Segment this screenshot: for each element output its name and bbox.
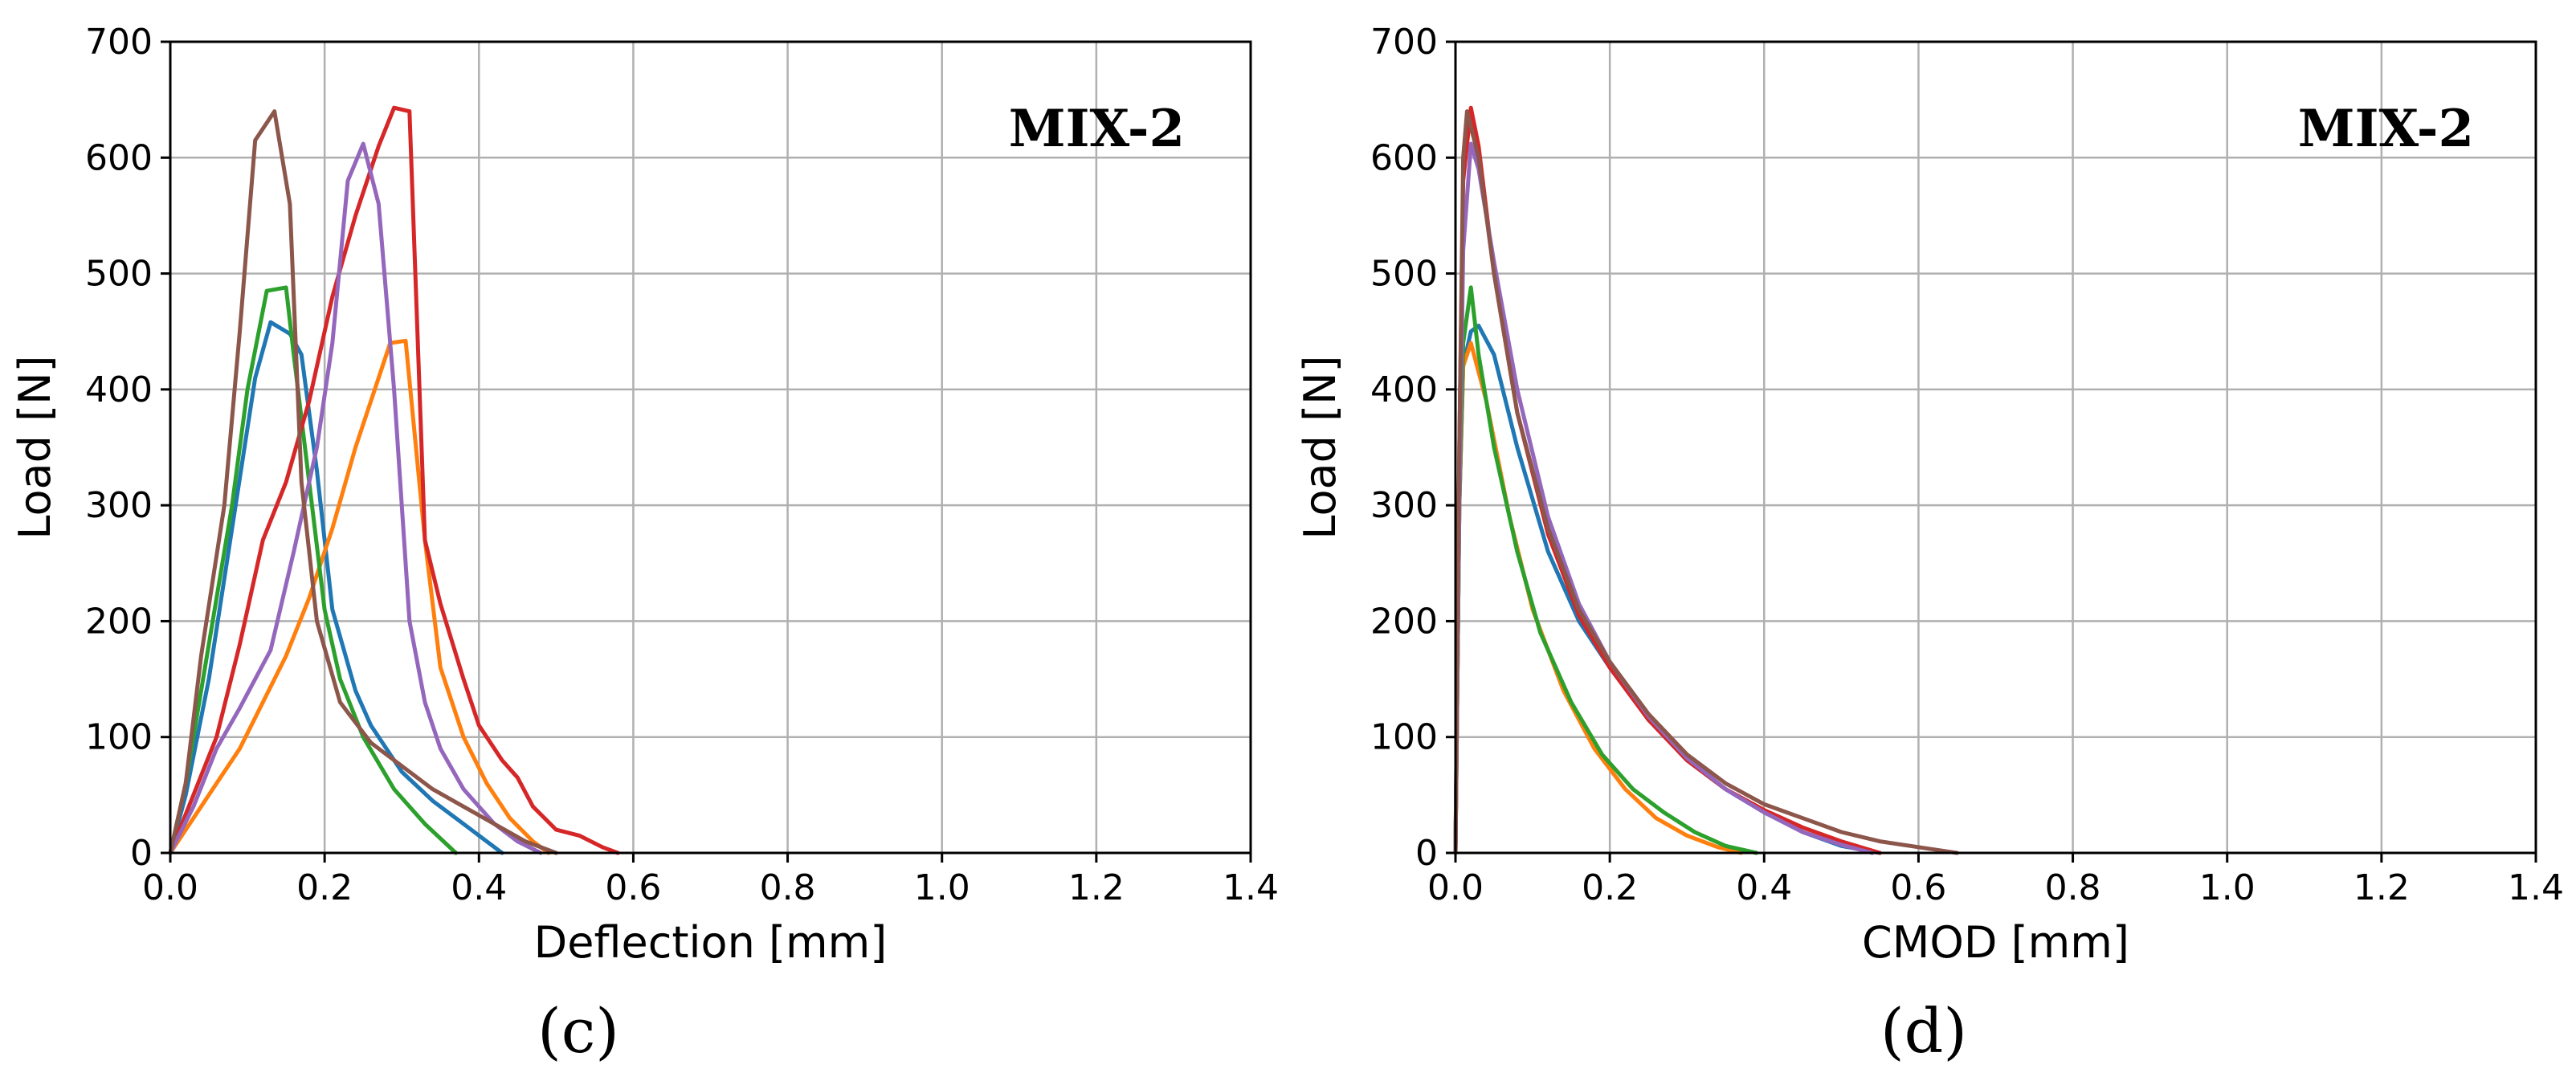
y-tick-label: 500 xyxy=(1370,254,1438,295)
x-tick-label: 1.4 xyxy=(1223,867,1279,908)
y-tick-label: 0 xyxy=(1415,833,1438,874)
series-line-specimen-green xyxy=(168,285,458,855)
x-tick-label: 1.0 xyxy=(2199,867,2256,908)
x-tick-label: 0.2 xyxy=(1582,867,1638,908)
panel-c: 0.0 0.2 0.4 0.6 0.8 1.0 1.2 1.4 0 100 200 300 400 500… xyxy=(10,22,1279,1067)
panel-label: (d) xyxy=(1880,995,1967,1067)
y-tick-label: 0 xyxy=(130,833,153,874)
series-line-specimen-green xyxy=(1453,285,1759,855)
x-tick-label: 0.6 xyxy=(1890,867,1946,908)
x-tick-label: 0.4 xyxy=(451,867,507,908)
x-tick-label: 1.2 xyxy=(1068,867,1125,908)
y-tick-label: 100 xyxy=(85,717,153,758)
x-tick-label: 0.8 xyxy=(760,867,816,908)
x-tick-label: 0.2 xyxy=(296,867,353,908)
x-tick-label: 0.0 xyxy=(1427,867,1484,908)
plot-frame xyxy=(1454,40,2537,855)
series-line-specimen-blue xyxy=(168,320,504,855)
plot-frame xyxy=(169,40,1252,855)
y-tick-label: 700 xyxy=(85,22,153,63)
grid-lines xyxy=(1454,40,2537,855)
x-tick-label: 1.0 xyxy=(914,867,970,908)
y-tick-label: 600 xyxy=(1370,137,1438,178)
x-tick-label: 0.4 xyxy=(1736,867,1792,908)
series-line-specimen-purple xyxy=(1453,141,1875,855)
panel-d: 0.0 0.2 0.4 0.6 0.8 1.0 1.2 1.4 0 100 200 300 400 500… xyxy=(1295,22,2564,1067)
x-tick-label: 0.0 xyxy=(142,867,198,908)
y-tick-label: 300 xyxy=(85,485,153,526)
mix-tag: MIX-2 xyxy=(2298,99,2474,159)
panel-label: (c) xyxy=(537,995,619,1067)
grid-lines xyxy=(169,40,1252,855)
ticks-layer: 0.0 0.2 0.4 0.6 0.8 1.0 1.2 1.4 0 100 200 300 400 500… xyxy=(1370,22,2564,908)
y-tick-label: 100 xyxy=(1370,717,1438,758)
y-tick-label: 700 xyxy=(1370,22,1438,63)
series-line-specimen-brown xyxy=(1453,109,1959,855)
x-tick-label: 0.8 xyxy=(2045,867,2101,908)
y-axis-label: Load [N] xyxy=(10,355,60,539)
x-axis-label: CMOD [mm] xyxy=(1862,917,2129,968)
y-tick-label: 400 xyxy=(1370,369,1438,410)
series-layer xyxy=(168,105,620,855)
x-axis-label: Deflection [mm] xyxy=(534,917,888,968)
mix-tag: MIX-2 xyxy=(1009,99,1185,159)
series-line-specimen-orange xyxy=(168,338,551,855)
series-line-specimen-brown xyxy=(168,109,558,855)
y-tick-label: 300 xyxy=(1370,485,1438,526)
y-tick-label: 400 xyxy=(85,369,153,410)
x-tick-label: 1.2 xyxy=(2354,867,2410,908)
series-line-specimen-red xyxy=(168,105,620,855)
y-tick-label: 200 xyxy=(1370,601,1438,642)
series-line-specimen-red xyxy=(1453,105,1882,855)
y-axis-label: Load [N] xyxy=(1295,355,1345,539)
y-tick-label: 500 xyxy=(85,254,153,295)
series-line-specimen-purple xyxy=(168,141,543,855)
y-tick-label: 200 xyxy=(85,601,153,642)
x-tick-label: 1.4 xyxy=(2508,867,2564,908)
x-tick-label: 0.6 xyxy=(605,867,661,908)
ticks-layer: 0.0 0.2 0.4 0.6 0.8 1.0 1.2 1.4 0 100 200 300 400 500… xyxy=(85,22,1279,908)
y-tick-label: 600 xyxy=(85,137,153,178)
series-layer xyxy=(1453,105,1959,855)
